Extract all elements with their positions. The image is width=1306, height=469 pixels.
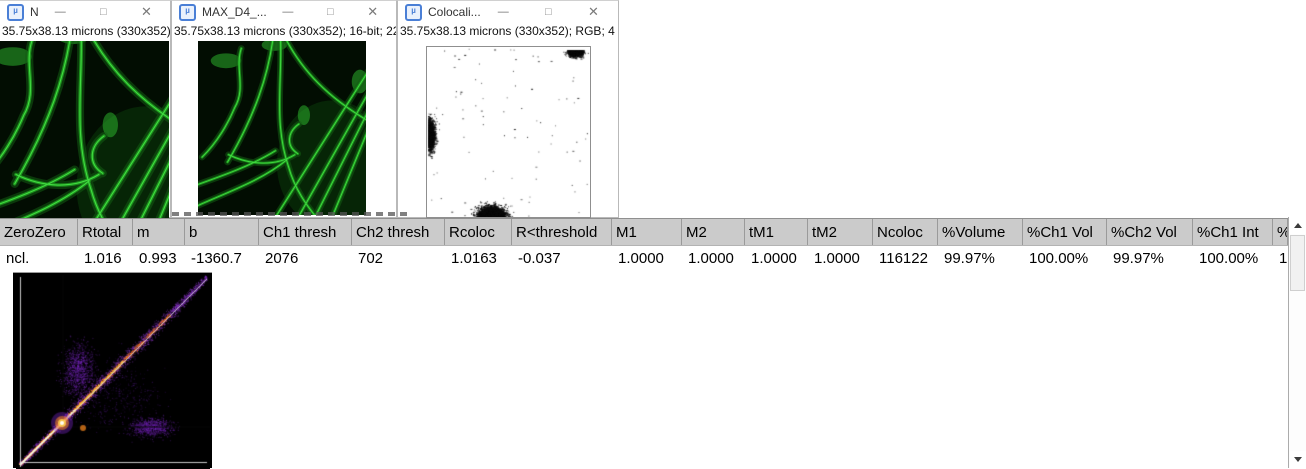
scroll-up-icon[interactable] [1290,217,1306,234]
window1-title: N [30,5,39,19]
table-cell[interactable]: -1360.7 [191,250,242,267]
colocalization-window: µ Colocali... — □ ✕ 35.75x38.13 microns … [397,0,619,218]
column-header[interactable]: m [133,219,185,245]
window1-titlebar[interactable]: µ N — □ ✕ [0,1,170,23]
column-header[interactable]: %Volume [938,219,1023,245]
close-icon[interactable]: ✕ [367,4,379,19]
close-icon[interactable]: ✕ [140,4,152,19]
fluorescence-image-1[interactable] [0,41,169,218]
colocalized-points-image[interactable] [426,46,591,218]
table-cell[interactable]: 1 [1279,250,1288,267]
minimize-icon[interactable]: — [497,6,509,18]
maximize-icon[interactable]: □ [327,6,334,18]
table-cell[interactable]: 2076 [265,250,299,267]
scrollbar-thumb[interactable] [1290,235,1305,291]
column-header[interactable]: Ch1 thresh [259,219,352,245]
column-header[interactable]: Rcoloc [445,219,512,245]
table-cell[interactable]: 99.97% [1113,250,1164,267]
fluorogram-scatter-window[interactable] [13,272,212,469]
fluorogram-canvas [16,275,210,469]
column-header[interactable]: Rtotal [78,219,133,245]
window3-image-info: 35.75x38.13 microns (330x352); RGB; 4 [400,24,615,38]
fluorescence-image-2[interactable] [198,41,366,215]
column-header[interactable]: % [1273,219,1288,245]
imagej-app-icon: µ [405,3,422,21]
minimize-icon[interactable]: — [282,6,294,18]
table-cell[interactable]: 0.993 [139,250,177,267]
column-header[interactable]: tM1 [745,219,808,245]
minimize-icon[interactable]: — [54,6,66,18]
results-table: ZeroZero Rtotal m b Ch1 thresh Ch2 thresh Rcol… [0,218,1288,272]
vertical-scrollbar[interactable] [1288,217,1306,468]
results-table-data-row[interactable]: ncl. 1.016 0.993 -1360.7 2076 702 1.0163 -0.037… [0,246,1288,272]
table-cell[interactable]: 116122 [879,250,928,267]
table-cell[interactable]: 100.00% [1029,250,1089,267]
column-header[interactable]: b [185,219,259,245]
window2-titlebar[interactable]: µ MAX_D4_... — □ ✕ [172,1,396,23]
table-cell[interactable]: 1.0000 [814,250,860,267]
table-cell[interactable]: 1.0000 [688,250,734,267]
clipped-window-text [172,212,410,216]
column-header[interactable]: ZeroZero [0,219,78,245]
column-header[interactable]: Ncoloc [873,219,938,245]
maximize-icon[interactable]: □ [100,6,107,18]
window3-title: Colocali... [428,5,481,19]
window2-image-info: 35.75x38.13 microns (330x352); 16-bit; 2… [174,24,396,38]
scroll-down-icon[interactable] [1290,451,1306,468]
image-window-1: µ N — □ ✕ 35.75x38.13 microns (330x352) [0,0,171,218]
table-cell[interactable]: 702 [358,250,384,267]
table-cell[interactable]: 1.016 [84,250,122,267]
table-cell[interactable]: -0.037 [518,250,561,267]
column-header[interactable]: Ch2 thresh [352,219,445,245]
column-header[interactable]: R<threshold [512,219,612,245]
table-cell[interactable]: 100.00% [1199,250,1259,267]
column-header[interactable]: %Ch1 Int [1193,219,1273,245]
close-icon[interactable]: ✕ [587,4,599,19]
window2-title: MAX_D4_... [202,5,267,19]
table-cell[interactable]: 1.0000 [618,250,664,267]
column-header[interactable]: %Ch2 Vol [1107,219,1193,245]
column-header[interactable]: %Ch1 Vol [1023,219,1107,245]
table-cell[interactable]: ncl. [6,250,30,267]
maximize-icon[interactable]: □ [545,6,552,18]
window1-image-info: 35.75x38.13 microns (330x352) [2,24,170,38]
window3-titlebar[interactable]: µ Colocali... — □ ✕ [398,1,618,23]
table-cell[interactable]: 1.0163 [451,250,497,267]
coloc-mask-canvas [427,47,590,217]
table-cell[interactable]: 1.0000 [751,250,797,267]
image-window-2: µ MAX_D4_... — □ ✕ 35.75x38.13 microns (… [171,0,397,218]
column-header[interactable]: M1 [612,219,682,245]
column-header[interactable]: tM2 [808,219,873,245]
imagej-app-icon: µ [179,3,196,21]
results-table-header-row: ZeroZero Rtotal m b Ch1 thresh Ch2 thresh Rcol… [0,218,1288,246]
table-cell[interactable]: 99.97% [944,250,995,267]
imagej-app-icon: µ [7,3,24,21]
column-header[interactable]: M2 [682,219,745,245]
